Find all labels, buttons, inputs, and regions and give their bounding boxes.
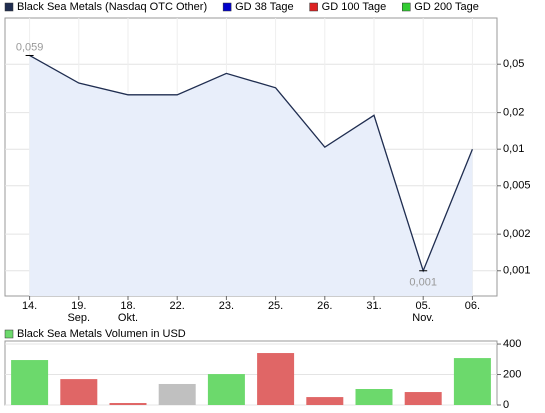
x-tick-label: 25. (268, 300, 283, 312)
value-label: 0,001 (409, 277, 437, 289)
x-tick-sublabel: Okt. (118, 312, 138, 324)
bar (453, 358, 491, 405)
x-tick-sublabel: Sep. (67, 312, 90, 324)
legend-label: GD 100 Tage (322, 1, 387, 13)
bar (306, 397, 344, 405)
x-tick-label: 31. (366, 300, 381, 312)
x-tick-label: 22. (170, 300, 185, 312)
y-tick-label: 0,002 (503, 228, 531, 240)
bar (404, 392, 442, 405)
bar (60, 379, 98, 405)
value-label: 0,059 (16, 41, 44, 53)
y-tick-label: 400 (503, 338, 521, 350)
y-tick-label: 0,05 (503, 58, 524, 70)
legend-swatch (4, 2, 14, 12)
legend-swatch (309, 2, 318, 12)
x-tick-label: 14. (22, 300, 37, 312)
x-tick-label: 26. (317, 300, 332, 312)
y-tick-label: 0,01 (503, 143, 524, 155)
x-tick-sublabel: Nov. (412, 312, 434, 324)
x-tick-label: 19. (71, 300, 86, 312)
x-tick-label: 23. (219, 300, 234, 312)
y-tick-label: 0,005 (503, 180, 531, 192)
bar (355, 389, 393, 405)
legend-label: GD 200 Tage (414, 1, 479, 13)
bar (109, 403, 147, 405)
line (29, 54, 474, 273)
legend-swatch (402, 2, 411, 12)
bar (207, 374, 245, 405)
y-tick-label: 0,02 (503, 107, 524, 119)
bar (11, 360, 49, 405)
legend-label: Black Sea Metals (Nasdaq OTC Other) (17, 1, 207, 13)
legend-label: GD 38 Tage (235, 1, 294, 13)
y-tick-label: 0 (503, 399, 509, 411)
area (29, 55, 473, 296)
y-tick-label: 200 (503, 368, 521, 380)
legend-swatch (4, 329, 14, 339)
bar (257, 353, 295, 405)
bar (158, 383, 196, 405)
y-tick-label: 0,001 (503, 265, 531, 277)
x-tick-label: 18. (120, 300, 135, 312)
x-tick-label: 05. (416, 300, 431, 312)
legend-label: Black Sea Metals Volumen in USD (17, 328, 186, 340)
x-tick-label: 06. (465, 300, 480, 312)
legend-swatch (222, 2, 232, 12)
